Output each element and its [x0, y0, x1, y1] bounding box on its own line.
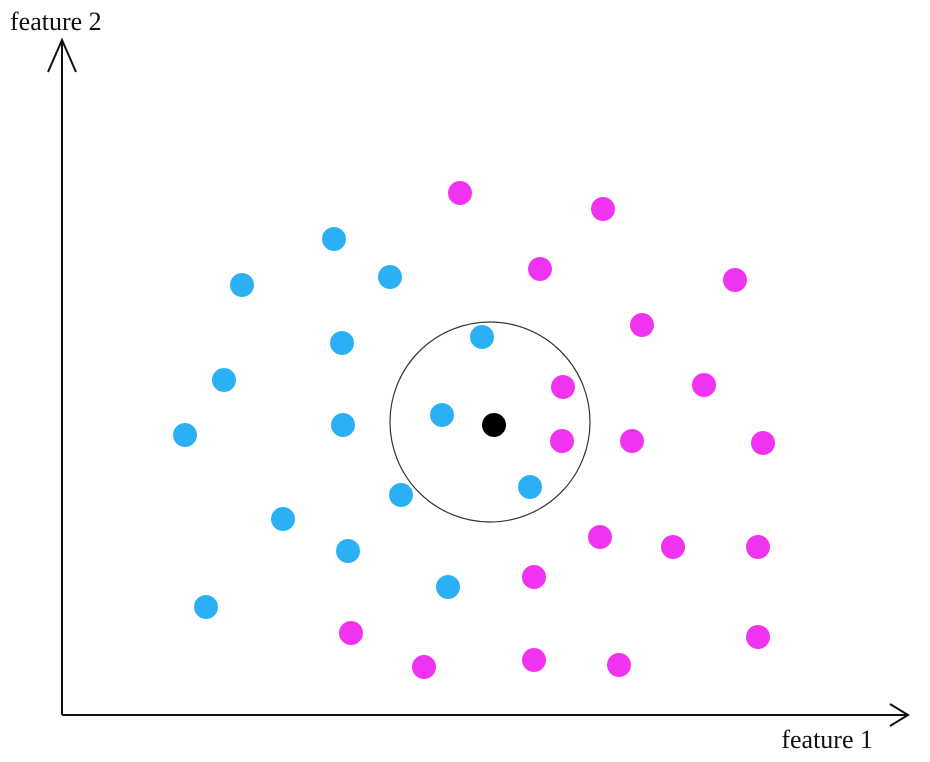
magenta-point-10 — [550, 429, 574, 453]
blue-point-3 — [378, 265, 402, 289]
blue-point-14 — [436, 575, 460, 599]
blue-point-13 — [336, 539, 360, 563]
magenta-point-12 — [661, 535, 685, 559]
y-axis-arrowhead — [47, 37, 77, 73]
magenta-point-17 — [522, 648, 546, 672]
blue-point-5 — [330, 331, 354, 355]
neighborhood-circle — [389, 321, 591, 523]
blue-point-4 — [212, 368, 236, 392]
magenta-point-11 — [588, 525, 612, 549]
blue-point-8 — [331, 413, 355, 437]
query-point — [482, 413, 506, 437]
blue-point-7 — [173, 423, 197, 447]
magenta-point-15 — [339, 621, 363, 645]
blue-point-11 — [389, 483, 413, 507]
y-axis-label: feature 2 — [10, 7, 102, 36]
blue-point-1 — [322, 227, 346, 251]
magenta-point-18 — [607, 653, 631, 677]
magenta-point-5 — [630, 313, 654, 337]
axes: feature 2 feature 1 — [10, 7, 910, 754]
x-axis-label: feature 1 — [781, 725, 873, 754]
magenta-point-1 — [448, 181, 472, 205]
blue-point-6 — [470, 325, 494, 349]
magenta-point-9 — [751, 431, 775, 455]
magenta-point-3 — [528, 257, 552, 281]
blue-point-9 — [430, 403, 454, 427]
blue-point-12 — [518, 475, 542, 499]
magenta-point-2 — [591, 197, 615, 221]
magenta-point-6 — [692, 373, 716, 397]
magenta-point-13 — [746, 535, 770, 559]
magenta-point-14 — [522, 565, 546, 589]
magenta-point-16 — [412, 655, 436, 679]
magenta-point-8 — [620, 429, 644, 453]
magenta-point-4 — [723, 268, 747, 292]
blue-point-2 — [230, 273, 254, 297]
data-points — [173, 181, 775, 679]
blue-point-15 — [194, 595, 218, 619]
magenta-point-7 — [551, 375, 575, 399]
x-axis-arrowhead — [889, 703, 910, 727]
magenta-point-19 — [746, 625, 770, 649]
blue-point-10 — [271, 507, 295, 531]
